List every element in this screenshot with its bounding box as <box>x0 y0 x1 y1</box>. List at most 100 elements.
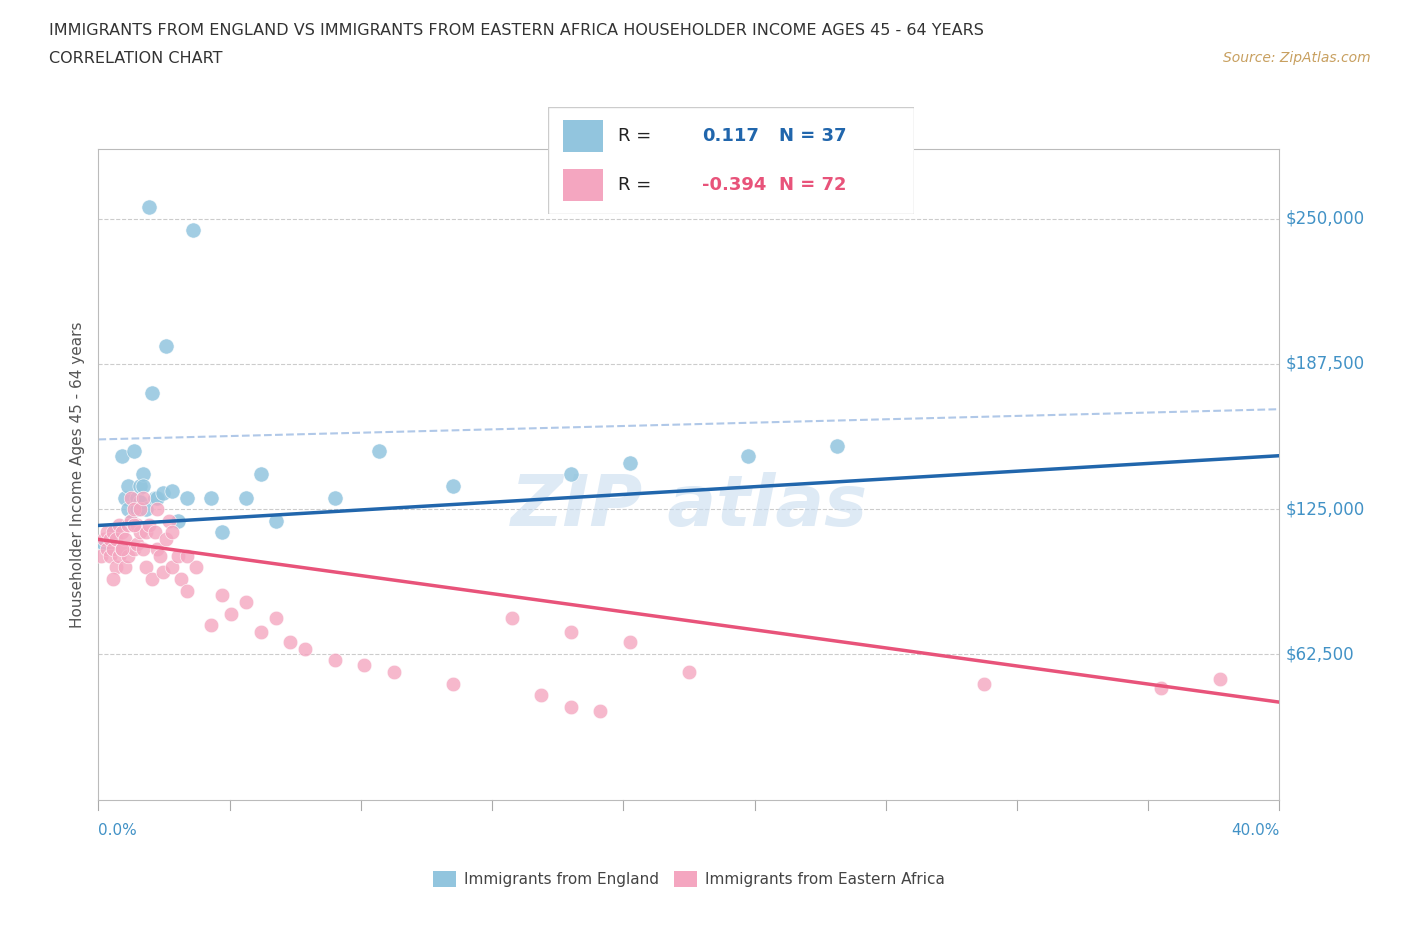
Point <box>211 525 233 539</box>
Point <box>90 549 112 564</box>
Point <box>117 479 139 494</box>
Point <box>235 490 257 505</box>
Point <box>141 386 163 401</box>
Point <box>108 549 131 564</box>
Point <box>93 537 115 551</box>
Point <box>120 513 142 528</box>
Point <box>155 532 177 547</box>
Point <box>125 518 148 533</box>
Point <box>146 541 169 556</box>
Legend: Immigrants from England, Immigrants from Eastern Africa: Immigrants from England, Immigrants from… <box>427 865 950 893</box>
Point <box>125 537 148 551</box>
Point <box>157 513 180 528</box>
Point <box>170 571 193 587</box>
Point <box>368 444 391 458</box>
Point <box>132 467 155 482</box>
Point <box>120 513 142 528</box>
Text: 40.0%: 40.0% <box>1232 823 1279 838</box>
Text: IMMIGRANTS FROM ENGLAND VS IMMIGRANTS FROM EASTERN AFRICA HOUSEHOLDER INCOME AGE: IMMIGRANTS FROM ENGLAND VS IMMIGRANTS FR… <box>49 23 984 38</box>
Point <box>114 532 136 547</box>
Point <box>176 549 198 564</box>
Point <box>105 532 128 547</box>
Point <box>98 549 121 564</box>
Point <box>323 490 346 505</box>
Point <box>111 541 134 556</box>
Point <box>108 518 131 533</box>
Point <box>264 513 287 528</box>
Point <box>737 448 759 463</box>
Point <box>382 665 405 680</box>
Point <box>105 560 128 575</box>
Point <box>132 479 155 494</box>
Point <box>219 606 242 621</box>
Text: R =: R = <box>617 126 651 145</box>
Point <box>122 502 145 517</box>
Point <box>103 525 125 539</box>
Point <box>235 595 257 610</box>
Point <box>117 549 139 564</box>
Point <box>162 484 183 498</box>
Point <box>678 665 700 680</box>
Point <box>98 532 121 547</box>
Text: Source: ZipAtlas.com: Source: ZipAtlas.com <box>1223 51 1371 65</box>
Point <box>167 549 190 564</box>
Point <box>501 611 523 626</box>
Point <box>184 560 207 575</box>
Point <box>560 699 582 714</box>
Point <box>143 525 166 539</box>
Point <box>973 676 995 691</box>
Text: CORRELATION CHART: CORRELATION CHART <box>49 51 222 66</box>
Point <box>117 518 139 533</box>
Text: $62,500: $62,500 <box>1285 645 1354 663</box>
Point <box>619 634 641 649</box>
Point <box>146 490 169 505</box>
Point <box>132 490 155 505</box>
Point <box>138 200 160 215</box>
Point <box>122 518 145 533</box>
Point <box>167 513 190 528</box>
Point <box>96 525 118 539</box>
Point <box>155 339 177 354</box>
Point <box>441 676 464 691</box>
Text: 0.0%: 0.0% <box>98 823 138 838</box>
Text: $125,000: $125,000 <box>1285 500 1365 518</box>
Text: R =: R = <box>617 176 651 194</box>
Point <box>294 642 316 657</box>
Point <box>135 502 157 517</box>
Text: $250,000: $250,000 <box>1285 209 1364 228</box>
Point <box>250 467 273 482</box>
Point <box>441 479 464 494</box>
Point <box>103 525 125 539</box>
Point <box>128 479 150 494</box>
Point <box>560 625 582 640</box>
Point <box>211 588 233 603</box>
Point <box>103 571 125 587</box>
Point <box>111 525 134 539</box>
Point <box>353 658 375 672</box>
Text: 0.117: 0.117 <box>702 126 759 145</box>
Point <box>114 490 136 505</box>
Point <box>122 518 145 533</box>
Point <box>128 502 150 517</box>
Point <box>135 560 157 575</box>
Point <box>111 448 134 463</box>
Point <box>1150 681 1173 696</box>
Point <box>530 688 553 703</box>
Point <box>135 525 157 539</box>
Point <box>114 560 136 575</box>
Point <box>825 439 848 454</box>
Point <box>152 565 174 579</box>
Point <box>162 525 183 539</box>
Point <box>122 541 145 556</box>
FancyBboxPatch shape <box>548 107 914 214</box>
Point <box>162 560 183 575</box>
Text: -0.394: -0.394 <box>702 176 766 194</box>
Point <box>323 653 346 668</box>
Point <box>1209 671 1232 686</box>
Point <box>125 490 148 505</box>
Point <box>278 634 302 649</box>
Text: N = 37: N = 37 <box>779 126 846 145</box>
Point <box>152 485 174 500</box>
Point <box>181 223 204 238</box>
Point <box>176 490 198 505</box>
